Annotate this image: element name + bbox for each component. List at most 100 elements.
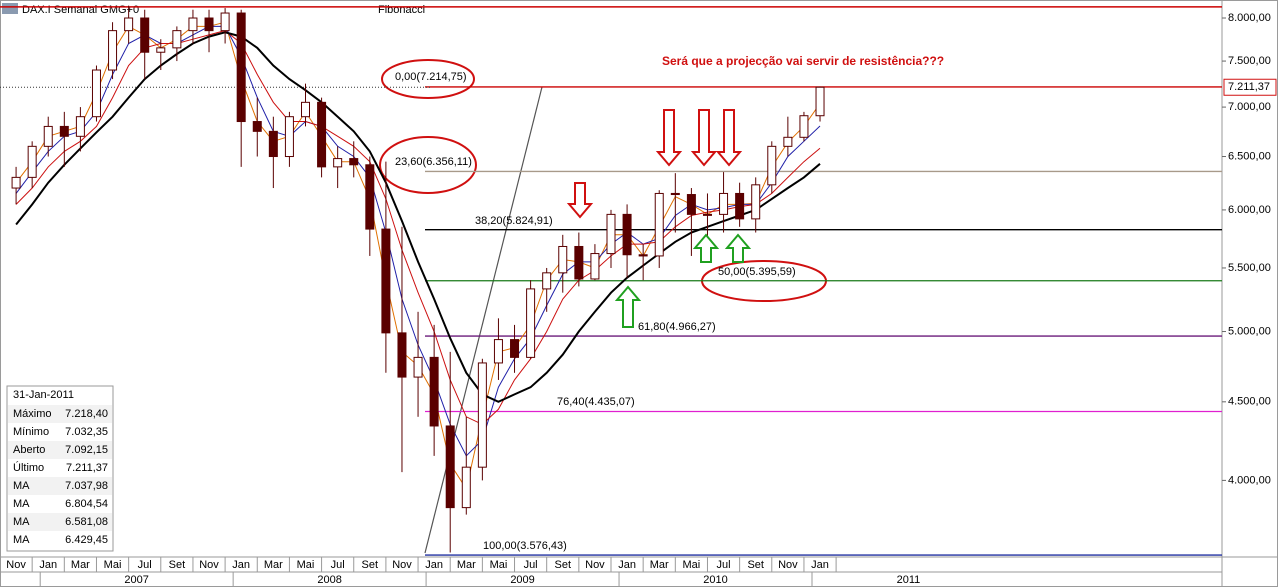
- x-tick-label: Mai: [490, 559, 508, 571]
- legend-name: MA: [13, 534, 30, 546]
- y-tick-label: 7.000,00: [1228, 101, 1271, 113]
- x-tick-label: Nov: [392, 559, 412, 571]
- info-value: 7.218,40: [65, 408, 108, 420]
- x-tick-label: Jan: [425, 559, 443, 571]
- candle-body: [622, 213, 632, 256]
- arrow: [715, 109, 743, 167]
- info-row-bg: [8, 441, 112, 459]
- candle-body: [558, 245, 568, 274]
- arrow: [655, 109, 683, 167]
- candle-body: [59, 125, 69, 137]
- candle-body: [590, 253, 600, 280]
- x-tick-label: Nov: [585, 559, 605, 571]
- candle-body: [493, 339, 503, 364]
- x-tick-label: Jul: [524, 559, 538, 571]
- info-row-bg: [8, 405, 112, 423]
- candle-body: [413, 356, 423, 378]
- x-tick-label: Jul: [331, 559, 345, 571]
- info-value: 7.092,15: [65, 444, 108, 456]
- candle-body: [381, 228, 391, 334]
- candle-body: [526, 288, 536, 358]
- info-box: 31-Jan-2011 Máximo 7.218,40 Mínimo 7.032,35…: [6, 385, 114, 552]
- x-tick-label: Jan: [811, 559, 829, 571]
- candle-body: [574, 245, 584, 280]
- x-tick-label: Mar: [71, 559, 90, 571]
- x-tick-label: Set: [362, 559, 379, 571]
- legend-row-bg: [8, 513, 112, 531]
- x-tick-label: Jan: [618, 559, 636, 571]
- candle-body: [43, 125, 53, 147]
- moving-average: [15, 31, 821, 403]
- candle-body: [365, 164, 375, 230]
- x-tick-label: Jan: [39, 559, 57, 571]
- candle-body: [124, 17, 134, 32]
- x-tick-label: Jan: [232, 559, 250, 571]
- x-tick-label: Nov: [778, 559, 798, 571]
- year-label: 2008: [317, 574, 341, 586]
- candle-body: [301, 101, 310, 118]
- y-tick-label: 5.000,00: [1228, 325, 1271, 337]
- x-tick-label: Nov: [199, 559, 219, 571]
- year-label: 2009: [510, 574, 534, 586]
- x-tick-label: Mai: [297, 559, 315, 571]
- legend-row-bg: [8, 531, 112, 549]
- candle-body: [188, 17, 198, 32]
- arrow: [614, 285, 642, 328]
- candle-body: [719, 192, 729, 215]
- candle-body: [477, 362, 487, 468]
- candle-body: [735, 192, 745, 220]
- fib-label: 50,00(5.395,59): [718, 266, 796, 278]
- year-label: 2011: [897, 574, 921, 586]
- arrow: [690, 109, 718, 167]
- chart-header: DAX.I Semanal GMG+0: [22, 4, 139, 16]
- candle-body: [268, 130, 278, 158]
- candle-body: [204, 17, 214, 32]
- info-label: Mínimo: [13, 426, 49, 438]
- candle-body: [510, 339, 520, 358]
- candle-body: [767, 145, 777, 186]
- x-tick-label: Mar: [457, 559, 476, 571]
- legend-value: 6.581,08: [65, 516, 108, 528]
- x-tick-label: Nov: [6, 559, 26, 571]
- candle-body: [783, 136, 793, 147]
- candle-body: [140, 17, 150, 53]
- y-tick-label: 6.000,00: [1228, 204, 1271, 216]
- highlight-ellipse: [379, 136, 477, 194]
- trend-line: [424, 86, 543, 554]
- candle-body: [461, 466, 471, 509]
- info-value: 7.211,37: [66, 462, 108, 474]
- annotation: Será que a projecção vai servir de resis…: [662, 54, 944, 68]
- candle-body: [799, 115, 809, 138]
- info-row-bg: [8, 423, 112, 441]
- x-tick-label: Mai: [683, 559, 701, 571]
- candle-body: [11, 176, 21, 189]
- candle-body: [397, 332, 407, 378]
- candle-body: [220, 12, 230, 32]
- fib-label: 0,00(7.214,75): [395, 71, 467, 83]
- fib-label: 76,40(4.435,07): [557, 396, 635, 408]
- moving-average: [15, 21, 821, 491]
- arrow: [724, 233, 752, 263]
- x-tick-label: Mai: [104, 559, 122, 571]
- fib-label: 38,20(5.824,91): [475, 215, 553, 227]
- candle-body: [317, 101, 327, 168]
- candle-body: [333, 158, 343, 168]
- moving-average: [15, 30, 821, 425]
- candle-body: [751, 184, 761, 220]
- candle-body: [670, 192, 680, 196]
- x-tick-label: Mar: [650, 559, 669, 571]
- candle-body: [815, 86, 825, 117]
- legend-value: 6.429,45: [65, 534, 108, 546]
- candle-body: [606, 213, 616, 255]
- info-row-bg: [8, 459, 112, 477]
- highlight-ellipse: [381, 59, 475, 99]
- candle-body: [108, 30, 118, 71]
- candle-body: [654, 192, 664, 257]
- y-tick-label: 4.000,00: [1228, 474, 1271, 486]
- info-label: Máximo: [13, 408, 52, 420]
- info-label: Último: [13, 461, 44, 474]
- tool-label: Fibonacci: [378, 4, 425, 16]
- x-tick-label: Jul: [138, 559, 152, 571]
